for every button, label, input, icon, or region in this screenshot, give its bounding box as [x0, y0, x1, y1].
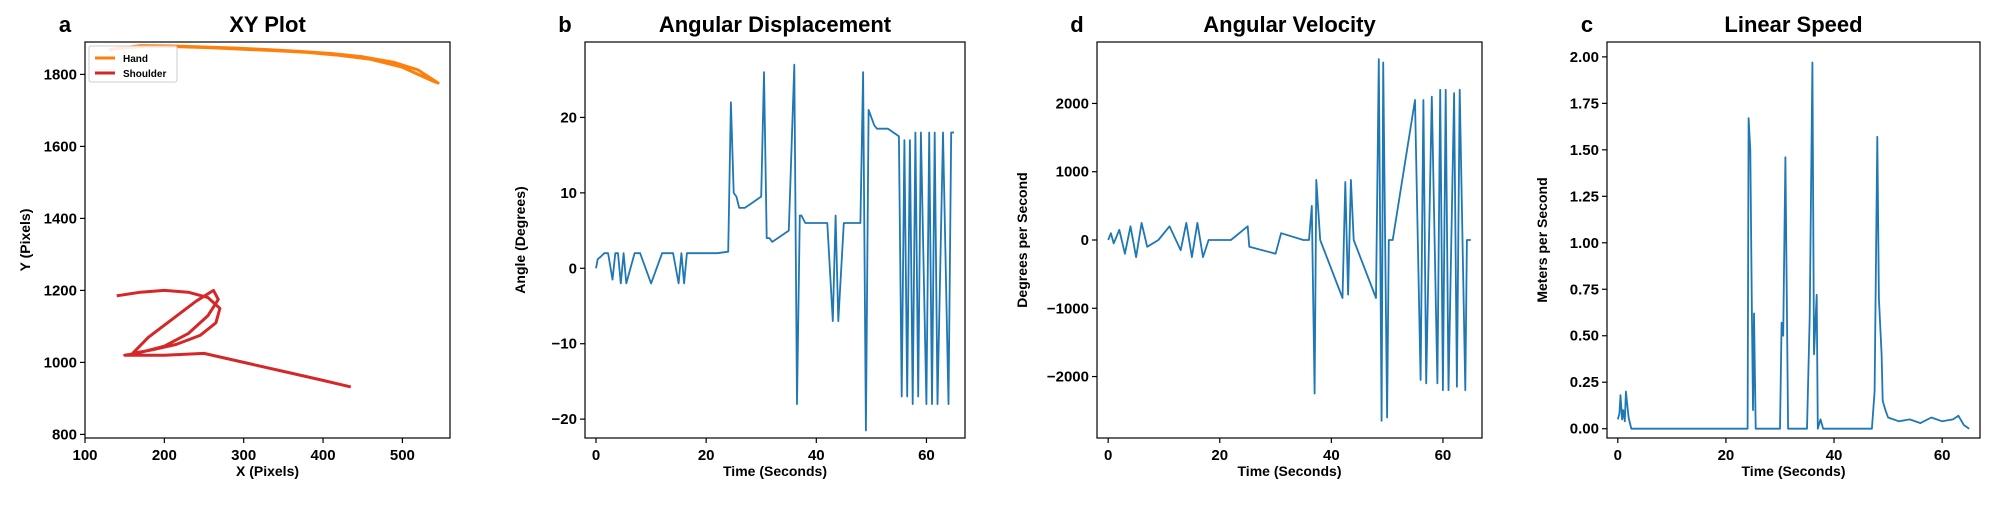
y-tick-label: 2.00 [1570, 49, 1599, 66]
y-tick-label: −1000 [1047, 300, 1089, 317]
x-axis-label: Time (Seconds) [1742, 463, 1846, 479]
panel-letter: b [558, 12, 571, 37]
y-tick-label: 0.25 [1570, 374, 1599, 391]
y-tick-label: 1600 [44, 138, 77, 155]
x-tick-label: 20 [698, 447, 715, 464]
legend-entry: Shoulder [123, 69, 166, 80]
chart-title: XY Plot [229, 12, 306, 37]
y-tick-label: 1800 [44, 66, 77, 83]
series-line-a-1 [116, 288, 352, 389]
chart-panel-b: 0 20 40 60 −20 −10 0 10 20 Angular Displacement b T… [512, 12, 966, 479]
y-tick-label: 1400 [44, 210, 77, 227]
chart-panel-a: 100 200 300 400 500 800 1000 1200 1400 1600 1800 XY… [17, 12, 451, 479]
x-tick-label: 20 [1211, 447, 1228, 464]
y-tick-label: −20 [552, 411, 577, 428]
x-tick-label: 0 [592, 447, 600, 464]
chart-title: Angular Velocity [1203, 12, 1376, 37]
y-tick-label: 1.00 [1570, 235, 1599, 252]
x-tick-label: 60 [1435, 447, 1452, 464]
y-tick-label: 1000 [44, 354, 77, 371]
series-line-a-0 [108, 44, 440, 85]
y-tick-label: 800 [52, 426, 77, 443]
chart-panel-c: 0 20 40 60 0.00 0.25 0.50 0.75 1.00 1.25 1.50 1.75 2… [1534, 12, 1981, 479]
series-line-b-0 [595, 63, 954, 432]
series-line-d-0 [1107, 58, 1471, 422]
x-tick-label: 20 [1718, 447, 1735, 464]
y-tick-label: −2000 [1047, 369, 1089, 386]
y-tick-label: 2000 [1056, 95, 1089, 112]
panel-letter: d [1070, 12, 1083, 37]
chart-panel-d: 0 20 40 60 −2000 −1000 0 1000 2000 Angular Veloci… [1014, 12, 1483, 479]
y-tick-label: 0.00 [1570, 421, 1599, 438]
y-tick-label: 0 [569, 260, 577, 277]
x-tick-label: 0 [1104, 447, 1112, 464]
y-tick-label: 0 [1081, 232, 1089, 249]
x-axis-label: Time (Seconds) [1238, 463, 1342, 479]
y-tick-label: 1000 [1056, 164, 1089, 181]
y-tick-label: 0.50 [1570, 328, 1599, 345]
x-tick-label: 60 [1934, 447, 1951, 464]
y-tick-label: 20 [560, 109, 577, 126]
legend: Hand Shoulder [88, 45, 178, 83]
x-axis-label: X (Pixels) [236, 463, 299, 479]
series-line-c-0 [1616, 61, 1970, 430]
axes-frame [1606, 41, 1981, 439]
axes-frame [584, 41, 966, 439]
panels: 100 200 300 400 50080010001200140016001800XY… [17, 12, 1981, 479]
x-tick-label: 40 [1323, 447, 1340, 464]
x-tick-label: 500 [390, 447, 415, 464]
y-axis-label: Y (Pixels) [17, 209, 33, 272]
y-axis-label: Meters per Second [1534, 177, 1550, 302]
x-tick-label: 0 [1614, 447, 1622, 464]
chart-title: Linear Speed [1724, 12, 1862, 37]
panel-letter: a [59, 12, 72, 37]
x-tick-label: 40 [1826, 447, 1843, 464]
y-tick-label: 10 [560, 185, 577, 202]
panel-letter: c [1581, 12, 1593, 37]
y-tick-label: 1.50 [1570, 142, 1599, 159]
legend-entry: Hand [123, 54, 148, 65]
y-tick-label: 1200 [44, 282, 77, 299]
x-tick-label: 100 [72, 447, 97, 464]
x-tick-label: 40 [808, 447, 825, 464]
x-tick-label: 60 [918, 447, 935, 464]
y-tick-label: 0.75 [1570, 281, 1599, 298]
y-tick-label: 1.75 [1570, 95, 1599, 112]
x-tick-label: 200 [152, 447, 177, 464]
x-tick-label: 400 [311, 447, 336, 464]
y-axis-label: Degrees per Second [1014, 172, 1030, 307]
x-tick-label: 300 [231, 447, 256, 464]
y-tick-label: 1.25 [1570, 188, 1599, 205]
axes-frame [84, 41, 451, 439]
y-axis-label: Angle (Degrees) [512, 186, 528, 293]
x-axis-label: Time (Seconds) [723, 463, 827, 479]
y-tick-label: −10 [552, 336, 577, 353]
chart-title: Angular Displacement [659, 12, 892, 37]
